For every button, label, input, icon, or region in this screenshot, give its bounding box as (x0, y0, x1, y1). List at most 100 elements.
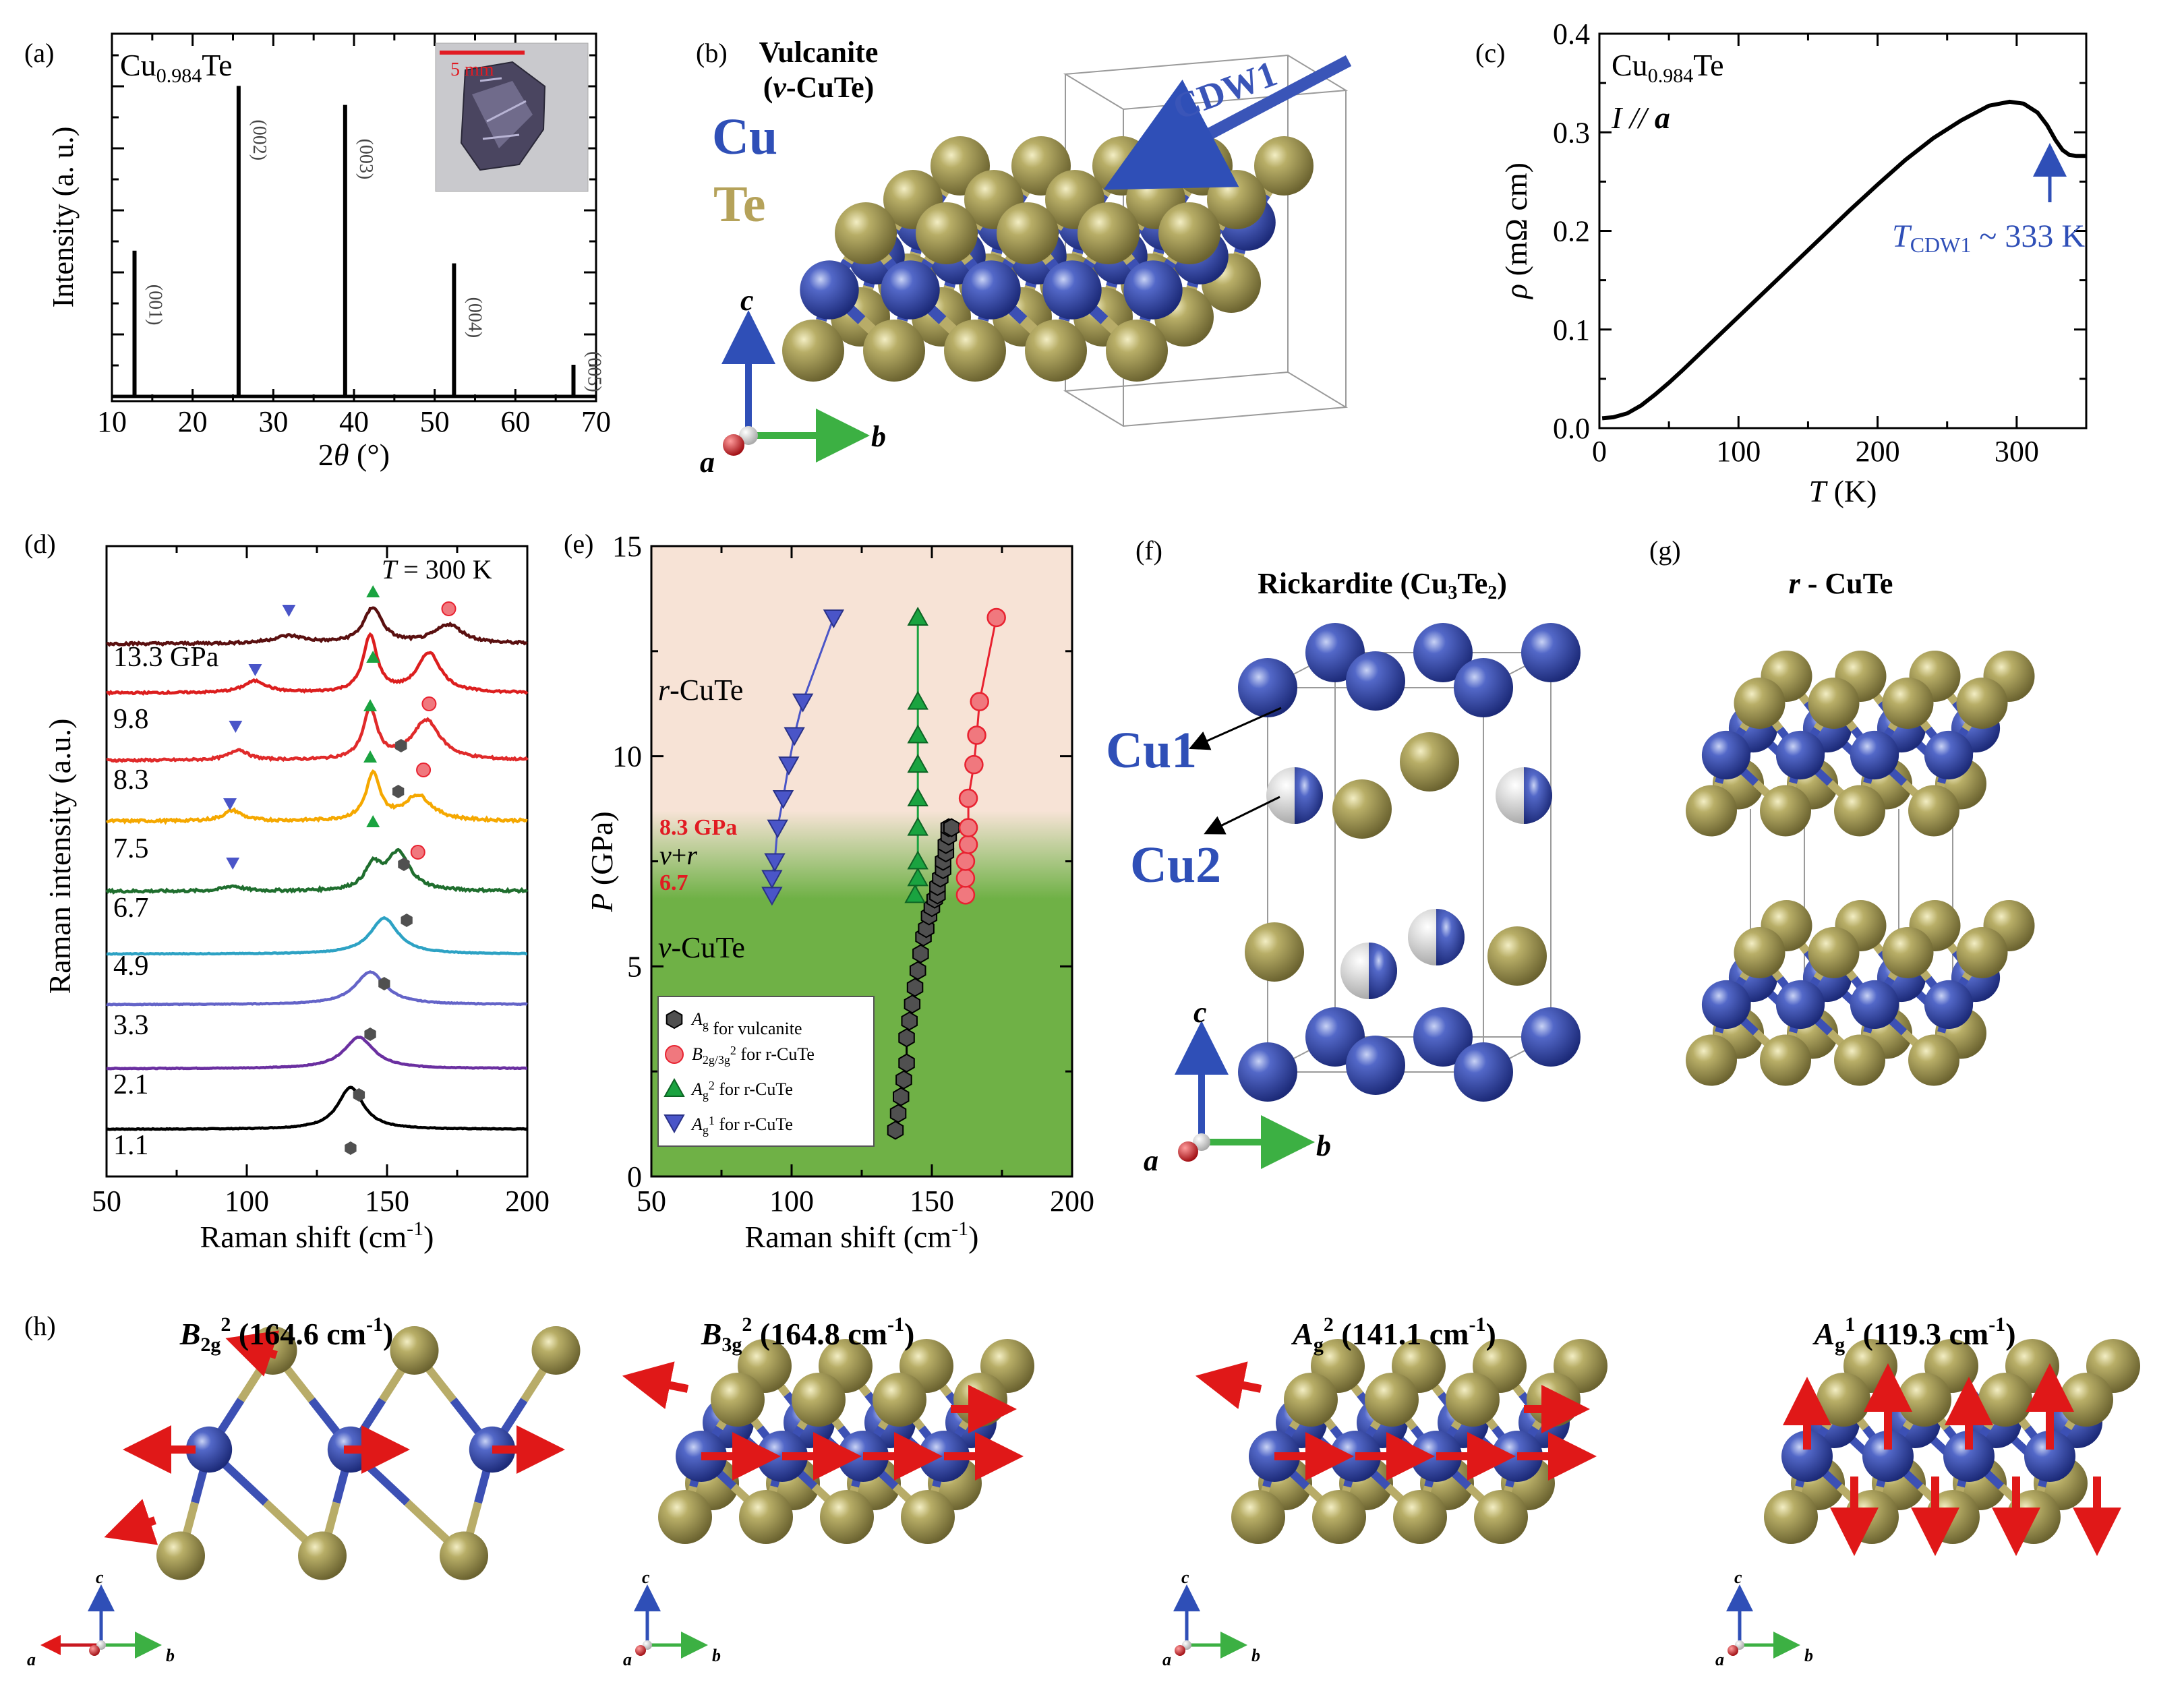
axis-label-c: c (1734, 1568, 1742, 1587)
te-atom (1527, 1373, 1581, 1427)
peak-index-label: (004) (464, 297, 485, 338)
te-atom (2059, 1373, 2113, 1427)
panel-e-y-tick-labels: 0 5 10 15 (612, 530, 642, 1193)
ag1-marker (282, 605, 296, 617)
axis-label-b: b (1251, 1646, 1260, 1665)
vulcanite-atoms (782, 136, 1314, 382)
panel-c-x-tick-labels: 0 100 200 300 (1592, 435, 2039, 468)
vulcanite-point (887, 1121, 904, 1140)
te-atom (1834, 1034, 1885, 1086)
te-atom (1025, 320, 1087, 382)
peak-index-label: (002) (249, 119, 270, 160)
displacement-arrow (1195, 1361, 1262, 1410)
te-atom (711, 1373, 765, 1427)
y-tick-label: 5 (627, 950, 642, 983)
panel-d-ticks (105, 546, 529, 1176)
panel-e-x-tick-labels: 50 100 150 200 (637, 1185, 1094, 1218)
pressure-label: 3.3 (113, 1010, 149, 1041)
y-tick-label: 0.3 (1553, 116, 1590, 149)
b-mode-point (958, 788, 978, 808)
resistivity-curve (1601, 99, 2086, 421)
b-mode-marker (416, 763, 432, 777)
panel-c-ticks (1598, 32, 2088, 429)
panel-f-axes-triad: c b a (1144, 996, 1331, 1177)
spectrum-line (106, 970, 528, 1007)
xrd-peak (132, 250, 137, 396)
x-tick-label: 70 (581, 405, 611, 438)
te-atom (1978, 1373, 2032, 1427)
panel-b-vulcanite-structure: Vulcanite (v-CuTe) Cu Te CDW1 c b a (700, 36, 1352, 479)
ag1-marker (226, 858, 240, 870)
svg-text:Ag2 for r-CuTe: Ag2 for r-CuTe (690, 1079, 793, 1102)
cu-atom (1701, 980, 1751, 1030)
ag1-marker (248, 664, 262, 676)
displacement-arrow (622, 1361, 689, 1410)
x-tick-label: 60 (500, 405, 530, 438)
cu-atom (1123, 260, 1183, 320)
te-atom (531, 1326, 581, 1375)
vulcanite-point (912, 944, 929, 963)
ag1-point (772, 790, 794, 810)
te-atom (1808, 927, 1860, 978)
axis-label-a: a (1715, 1650, 1724, 1669)
svg-text:B2g2 (164.6 cm-1): B2g2 (164.6 cm-1) (179, 1313, 394, 1356)
b-mode-point (955, 885, 976, 905)
cu-atom (962, 260, 1021, 320)
b-mode-marker (441, 601, 456, 616)
axis-label-c: c (1181, 1568, 1189, 1587)
axis-a-dot (635, 1645, 646, 1656)
b-mode-point (986, 607, 1006, 628)
te-atom (1686, 1034, 1737, 1086)
te-atom (1284, 1373, 1338, 1427)
panel-b-cu-legend: Cu (712, 109, 777, 165)
b-mode-point (955, 868, 976, 888)
axis-label-b: b (712, 1646, 721, 1665)
panel-label-h: (h) (24, 1311, 56, 1341)
pressure-label: 13.3 GPa (113, 642, 219, 673)
svg-text:B3g2 (164.8 cm-1): B3g2 (164.8 cm-1) (701, 1313, 915, 1356)
cu-atom (1924, 730, 1974, 780)
cu-atom (1042, 260, 1102, 320)
ag1-point (778, 756, 800, 776)
vulcanite-point (893, 1087, 910, 1106)
panel-label-g: (g) (1649, 535, 1681, 566)
ag1-point (784, 727, 805, 746)
cdw1-arrow (1103, 55, 1352, 190)
xrd-peak (452, 263, 456, 396)
x-tick-label: 0 (1592, 435, 1607, 468)
axis-label-c-f: c (1193, 996, 1207, 1029)
te-atom (835, 202, 897, 264)
panel-e-pressure-shift: 50 100 150 200 0 5 10 15 r-CuTe 8.3 GPa v+r 6.… (585, 530, 1094, 1254)
b-mode-point (970, 692, 989, 711)
cu-atom (2024, 1431, 2075, 1482)
cu-atom (1454, 658, 1513, 717)
panel-e-legend: Ag for vulcanite B2g/3g2 for r-CuTe Ag2 … (657, 996, 875, 1147)
rickardite-atoms (1238, 623, 1581, 1102)
te-atom (1808, 678, 1860, 729)
mode-title-b3g: B3g2 (164.8 cm-1) (701, 1313, 915, 1356)
axis-a-dot (1728, 1645, 1738, 1656)
ag1-point (764, 853, 786, 872)
ag1-point (792, 693, 814, 713)
panel-a-peak-labels: (001) (002) (003) (004) (005) (145, 119, 605, 392)
cu-atom (1943, 1431, 1995, 1482)
panel-label-e: (e) (564, 529, 593, 559)
vulcanite-point (895, 1070, 912, 1090)
ag2-point (907, 606, 928, 626)
cu-atom (1775, 730, 1825, 780)
y-tick-label: 15 (612, 530, 642, 563)
legend-entry-vulcanite: Ag for vulcanite (666, 1009, 802, 1038)
te-atom (944, 320, 1006, 382)
svg-text:B2g/3g2 for r-CuTe: B2g/3g2 for r-CuTe (692, 1044, 815, 1067)
x-tick-label: 50 (92, 1185, 121, 1218)
axis-label-b: b (166, 1646, 175, 1665)
te-atom (1882, 927, 1934, 978)
te-atom (782, 320, 844, 382)
ag2-point (907, 787, 928, 806)
te-atom (298, 1531, 347, 1580)
x-tick-label: 20 (178, 405, 208, 438)
cu-atom (1521, 623, 1581, 682)
mode-title-ag1: Ag1 (119.3 cm-1) (1812, 1313, 2015, 1356)
ag2-point (907, 724, 928, 744)
